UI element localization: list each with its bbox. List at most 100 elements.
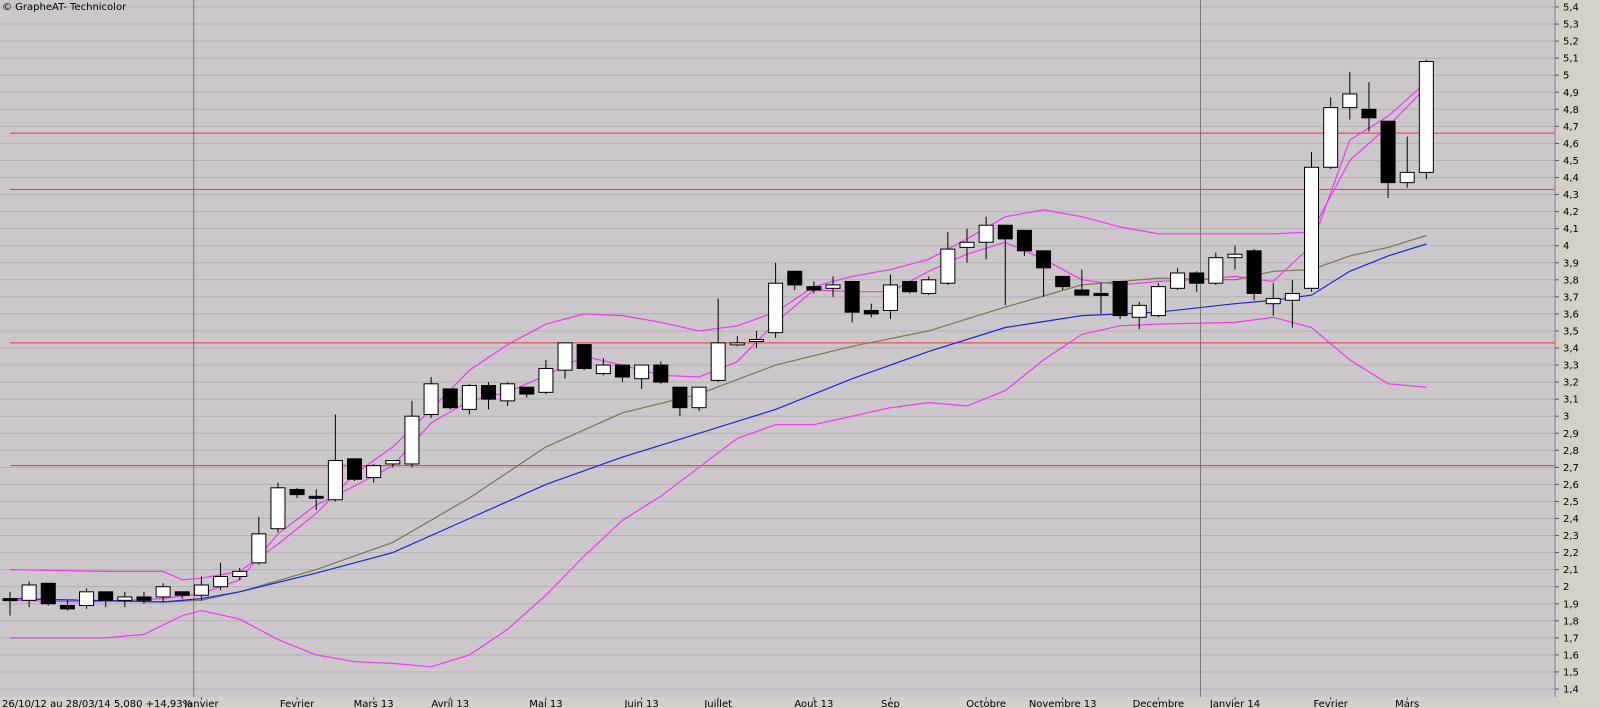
candle-body-up [634,364,650,380]
y-tick-label: 4,7 [1563,122,1579,133]
x-tick-label: Mai 13 [529,699,562,708]
candle-body-up [1265,298,1281,305]
candle [136,591,152,604]
candle [825,276,841,297]
x-tick-label: Mars [1395,699,1419,708]
candle-body-down [672,386,688,409]
candle [1189,271,1205,292]
candle-body-down [787,270,803,286]
candle [1093,283,1109,314]
candle-body-down [1189,272,1205,284]
y-tick-label: 2 [1563,582,1569,593]
y-tick-label: 5,2 [1563,37,1579,48]
candle-body-down [1016,229,1032,252]
candle [1150,283,1166,318]
candle-body-up [461,385,477,410]
candle-body-down [997,224,1013,240]
candle [174,591,190,599]
candle [1074,269,1090,296]
horizontal-levels [10,132,1555,467]
y-tick-label: 2,9 [1563,429,1579,440]
y-tick-label: 3,1 [1563,395,1579,406]
candle-body-down [863,309,879,315]
candle-body-up [79,591,95,606]
candle [863,303,879,318]
x-tick-label: Juillet [703,699,732,708]
candle-body-up [691,386,707,409]
y-tick-label: 1,6 [1563,650,1579,661]
candle [787,270,803,291]
x-tick-label: Sep [881,699,900,708]
candle [1170,267,1186,291]
candle-body-down [40,582,56,605]
x-tick-label: Novembre 13 [1029,699,1097,708]
y-tick-label: 2,3 [1563,531,1579,542]
candle [461,383,477,415]
y-tick-label: 1,7 [1563,633,1579,644]
candle-body-up [710,342,726,381]
candle [347,458,363,481]
candle-body-up [538,367,554,393]
y-tick-label: 2,8 [1563,446,1579,457]
x-tick-label: Decembre [1133,699,1185,708]
candle-body-down [347,458,363,480]
candle-body-up [327,460,343,501]
x-tick-label: Fevrier [280,699,315,708]
candle-body-up [1227,253,1243,259]
candle-body-up [1150,286,1166,317]
month-dividers [193,0,1202,697]
candle [21,581,37,608]
candle-body-down [1074,289,1090,296]
y-tick-label: 3,5 [1563,326,1579,337]
candle-body-down [614,364,630,378]
candle-body-up [729,342,745,346]
candle-body-down [289,489,305,496]
candle-body-up [1208,257,1224,284]
y-tick-label: 2,4 [1563,514,1579,525]
candle-body-up [385,460,401,465]
candle-body-down [806,286,822,291]
x-tick-label: Janvier 14 [1209,699,1260,708]
x-tick-label: Mars 13 [354,699,394,708]
candle-body-up [213,575,229,588]
candle [2,591,18,616]
bottom-axis-panel [0,697,1600,708]
candle-body-down [902,281,918,293]
candle-body-up [366,465,382,479]
candle [653,361,669,384]
candle-body-down [98,591,114,601]
y-tick-label: 5,1 [1563,54,1579,65]
candle-body-up [1304,166,1320,289]
y-tick-label: 3,4 [1563,344,1579,355]
candle [155,583,171,603]
candle-body-up [768,282,784,334]
y-tick-label: 2,1 [1563,565,1579,576]
candle-body-up [251,533,267,564]
candle-body-up [155,586,171,598]
candle-body-down [653,364,669,383]
candle-body-down [2,598,18,602]
candle-body-down [1246,250,1262,294]
candle-body-up [404,415,420,465]
candle [614,364,630,383]
candle-body-up [959,241,975,248]
candle [1055,275,1071,291]
candle [978,216,994,260]
candle-body-down [59,604,75,610]
candle [844,281,860,323]
x-tick-label: Avril 13 [431,699,469,708]
candle-body-up [21,584,37,601]
candle [768,262,784,338]
candle [1304,151,1320,292]
candle [959,228,975,263]
candle-body-up [1323,107,1339,168]
candle-body-down [174,591,190,596]
candle [117,591,133,608]
candle-body-down [519,386,535,395]
candle [500,382,516,406]
candle [538,359,554,395]
candle-body-up [557,342,573,371]
candle-body-up [825,284,841,289]
y-tick-label: 1,4 [1563,685,1579,696]
